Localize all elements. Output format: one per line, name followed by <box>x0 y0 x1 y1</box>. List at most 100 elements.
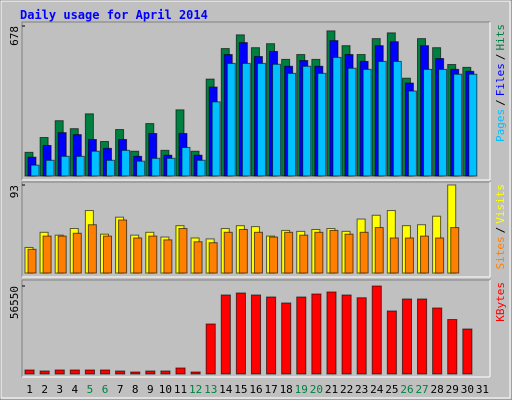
bar <box>133 237 143 274</box>
x-tick-label: 16 <box>249 383 262 396</box>
bar <box>281 302 292 375</box>
bar <box>438 68 448 177</box>
bar <box>389 237 399 274</box>
bar <box>253 231 263 274</box>
bar <box>302 65 312 177</box>
x-tick-label: 30 <box>461 383 474 396</box>
bar <box>420 235 430 274</box>
bar <box>359 231 369 274</box>
bar <box>404 237 414 274</box>
bar <box>205 323 216 375</box>
x-tick-label: 8 <box>132 383 139 396</box>
chart-title: Daily usage for April 2014 <box>20 8 208 22</box>
x-tick-label: 20 <box>310 383 323 396</box>
bar <box>287 72 297 177</box>
bar <box>386 310 397 375</box>
x-tick-label: 10 <box>159 383 172 396</box>
legend-separator: / <box>494 54 507 61</box>
bar <box>299 234 309 274</box>
bar <box>374 227 384 274</box>
x-tick-label: 14 <box>219 383 233 396</box>
bar <box>317 72 327 177</box>
x-tick-label: 1 <box>26 383 33 396</box>
bar <box>175 367 186 375</box>
bar <box>27 248 37 274</box>
bar <box>69 369 80 375</box>
bar <box>30 164 40 177</box>
bar <box>163 239 173 274</box>
bar <box>266 296 277 375</box>
bar <box>57 235 67 274</box>
bar <box>105 159 115 177</box>
bar <box>226 62 236 177</box>
bar <box>102 235 112 274</box>
x-tick-label: 22 <box>340 383 353 396</box>
bar <box>272 63 282 177</box>
bar <box>314 231 324 274</box>
bar <box>235 292 246 375</box>
bar <box>284 231 294 274</box>
legend-entry: Sites <box>494 236 507 269</box>
x-tick-label: 3 <box>56 383 63 396</box>
bar <box>118 219 128 274</box>
bar <box>39 370 50 375</box>
bar <box>196 159 206 177</box>
y-tick-label: 93 <box>8 185 21 198</box>
bar <box>296 296 307 375</box>
legend: Pages / Files / Hits <box>494 24 507 142</box>
bar <box>166 157 176 177</box>
bar <box>208 242 218 274</box>
bar <box>435 237 445 274</box>
x-tick-label: 5 <box>87 383 94 396</box>
x-tick-label: 31 <box>476 383 489 396</box>
bar <box>417 298 428 375</box>
bar <box>356 297 367 375</box>
bar <box>130 371 141 375</box>
bar <box>90 150 100 177</box>
bar <box>181 146 191 177</box>
x-tick-label: 21 <box>325 383 338 396</box>
legend-entry: Files <box>494 63 507 96</box>
bar <box>329 229 339 274</box>
bar <box>151 157 161 177</box>
bar <box>148 235 158 274</box>
x-tick-label: 28 <box>431 383 444 396</box>
bar <box>84 369 95 375</box>
legend: Sites / Visits <box>494 184 507 270</box>
bar <box>423 68 433 177</box>
x-tick-label: 17 <box>264 383 277 396</box>
bar <box>238 228 248 274</box>
bar <box>178 228 188 274</box>
bar <box>42 235 52 274</box>
bar <box>341 294 352 375</box>
x-tick-label: 19 <box>295 383 308 396</box>
bar <box>60 155 70 177</box>
bar <box>256 62 266 177</box>
x-tick-label: 29 <box>446 383 459 396</box>
bar <box>401 298 413 375</box>
x-tick-label: 26 <box>400 383 413 396</box>
bar <box>371 285 382 375</box>
bar <box>99 369 111 375</box>
bar <box>223 231 233 274</box>
y-tick-label: 678 <box>8 26 21 46</box>
bar <box>407 90 417 177</box>
x-tick-label: 2 <box>41 383 48 396</box>
bar <box>193 241 203 274</box>
bar <box>54 369 65 375</box>
y-tick-label: 56550 <box>8 286 21 319</box>
legend-separator: / <box>494 99 507 106</box>
x-tick-label: 15 <box>234 383 247 396</box>
x-tick-label: 11 <box>174 383 187 396</box>
x-tick-label: 6 <box>102 383 109 396</box>
bar <box>326 291 337 375</box>
bar <box>241 62 251 177</box>
bar <box>468 73 478 177</box>
x-tick-label: 4 <box>72 383 79 396</box>
bar <box>160 370 171 375</box>
x-tick-label: 9 <box>147 383 154 396</box>
bar <box>344 233 354 274</box>
bar <box>377 60 387 177</box>
